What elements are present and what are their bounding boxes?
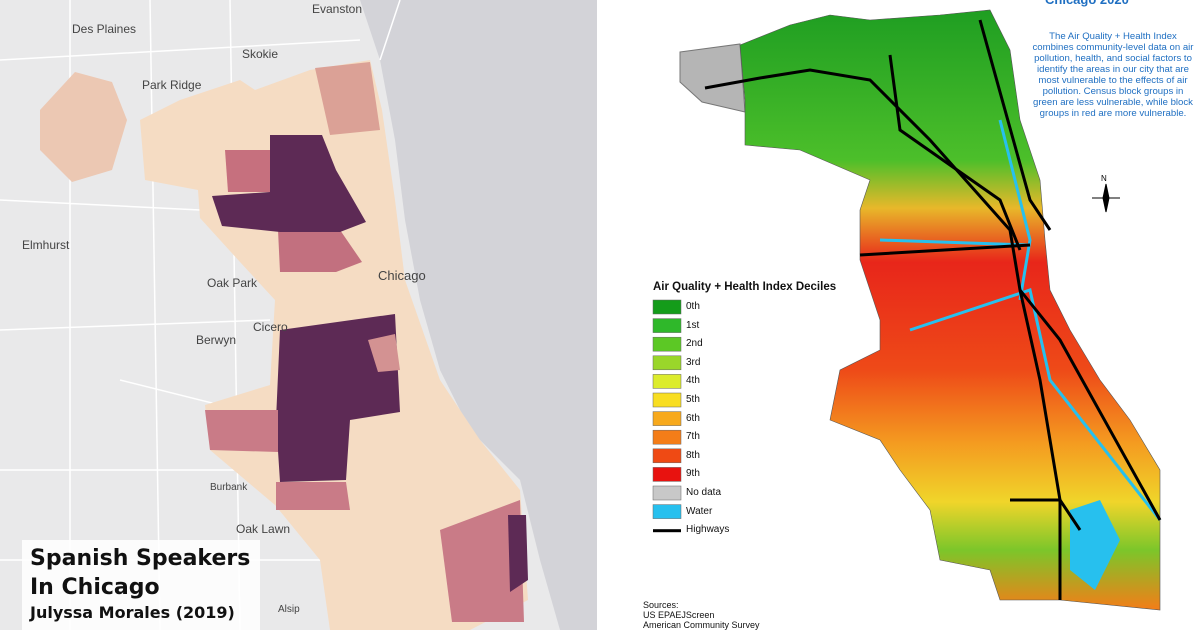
legend-swatch — [652, 448, 682, 464]
source: Sources: — [643, 600, 679, 610]
place-label: Park Ridge — [142, 78, 202, 92]
place-label: Oak Park — [207, 276, 258, 290]
source: US EPAEJScreen — [643, 610, 715, 620]
map-title: Chicago 2020 — [1045, 0, 1129, 7]
place-label: Des Plaines — [72, 22, 137, 36]
region — [440, 500, 524, 622]
source: American Community Survey — [643, 620, 760, 630]
legend-title: Air Quality + Health Index Deciles — [653, 281, 837, 293]
water — [1070, 500, 1120, 590]
compass-rose — [1092, 183, 1120, 213]
region — [225, 150, 272, 192]
legend-label: 1st — [686, 319, 700, 331]
region — [212, 135, 366, 232]
legend-label: Highways — [686, 524, 730, 536]
region — [315, 62, 380, 135]
river — [879, 119, 1162, 521]
region — [40, 72, 127, 182]
legend-label: 6th — [686, 412, 700, 424]
legend-label: 3rd — [686, 356, 701, 368]
highways — [704, 19, 1162, 600]
place-label: Burbank — [210, 482, 248, 493]
place-label: Berwyn — [196, 333, 237, 347]
legend-swatch — [652, 411, 682, 426]
legend-swatch — [652, 485, 682, 501]
region — [276, 482, 350, 510]
place-label: Skokie — [242, 47, 279, 61]
legend-swatch — [652, 318, 682, 333]
legend-swatch — [652, 299, 682, 315]
legend-label: 9th — [686, 468, 700, 480]
region — [278, 230, 362, 272]
description: The Air Quality + Health Index combines … — [1032, 31, 1194, 119]
legend-label: 7th — [686, 431, 700, 443]
map-title: In Chicago — [30, 575, 160, 600]
map-title: Spanish Speakers — [30, 546, 251, 571]
place-label: Oak Lawn — [236, 522, 291, 536]
legend-label: 4th — [686, 375, 700, 387]
place-label: Evanston — [312, 2, 363, 16]
legend-label: Water — [686, 505, 713, 517]
legend-swatch — [653, 529, 681, 533]
legend-swatch — [652, 467, 682, 482]
legend-swatch — [652, 336, 682, 352]
legend-swatch — [652, 429, 682, 445]
legend-label: No data — [686, 487, 722, 498]
lake — [360, 0, 597, 630]
legend-label: 0th — [686, 301, 700, 312]
legend-label: 2nd — [686, 338, 703, 350]
region — [508, 515, 528, 592]
legend-swatch — [652, 504, 682, 519]
region — [205, 410, 278, 452]
title-box — [22, 540, 260, 630]
map-author: Julyssa Morales (2019) — [30, 603, 235, 622]
legend-swatch — [652, 392, 682, 408]
place-label: Alsip — [278, 604, 300, 615]
region — [276, 314, 400, 482]
region — [368, 334, 400, 372]
legend-swatch — [652, 374, 682, 389]
legend-label: 8th — [686, 449, 700, 461]
no-data-area — [679, 43, 746, 113]
place-label: Chicago — [378, 268, 426, 283]
legend-label: 5th — [686, 394, 700, 405]
place-label: Elmhurst — [22, 238, 70, 252]
place-label: Cicero — [253, 320, 288, 334]
legend-swatch — [652, 355, 682, 371]
compass-label: N — [1101, 174, 1107, 183]
city-index — [739, 9, 1161, 611]
